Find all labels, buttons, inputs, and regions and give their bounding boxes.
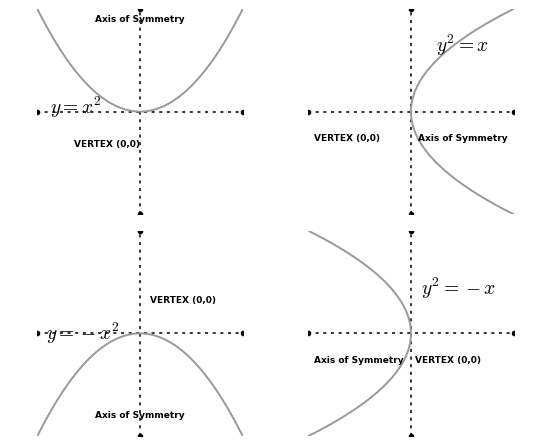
Text: $y = -x^2$: $y = -x^2$ [46,321,120,346]
Text: $y^2 = x$: $y^2 = x$ [436,33,489,58]
Text: Axis of Symmetry: Axis of Symmetry [95,411,185,420]
Text: VERTEX (0,0): VERTEX (0,0) [150,295,217,305]
Text: $y = x^2$: $y = x^2$ [50,95,101,120]
Text: VERTEX (0,0): VERTEX (0,0) [315,134,380,143]
Text: $y^2 = -x$: $y^2 = -x$ [421,275,496,301]
Text: Axis of Symmetry: Axis of Symmetry [315,356,404,364]
Text: VERTEX (0,0): VERTEX (0,0) [415,356,481,364]
Text: Axis of Symmetry: Axis of Symmetry [418,134,507,143]
Text: Axis of Symmetry: Axis of Symmetry [95,15,185,24]
Text: VERTEX (0,0): VERTEX (0,0) [74,140,141,150]
